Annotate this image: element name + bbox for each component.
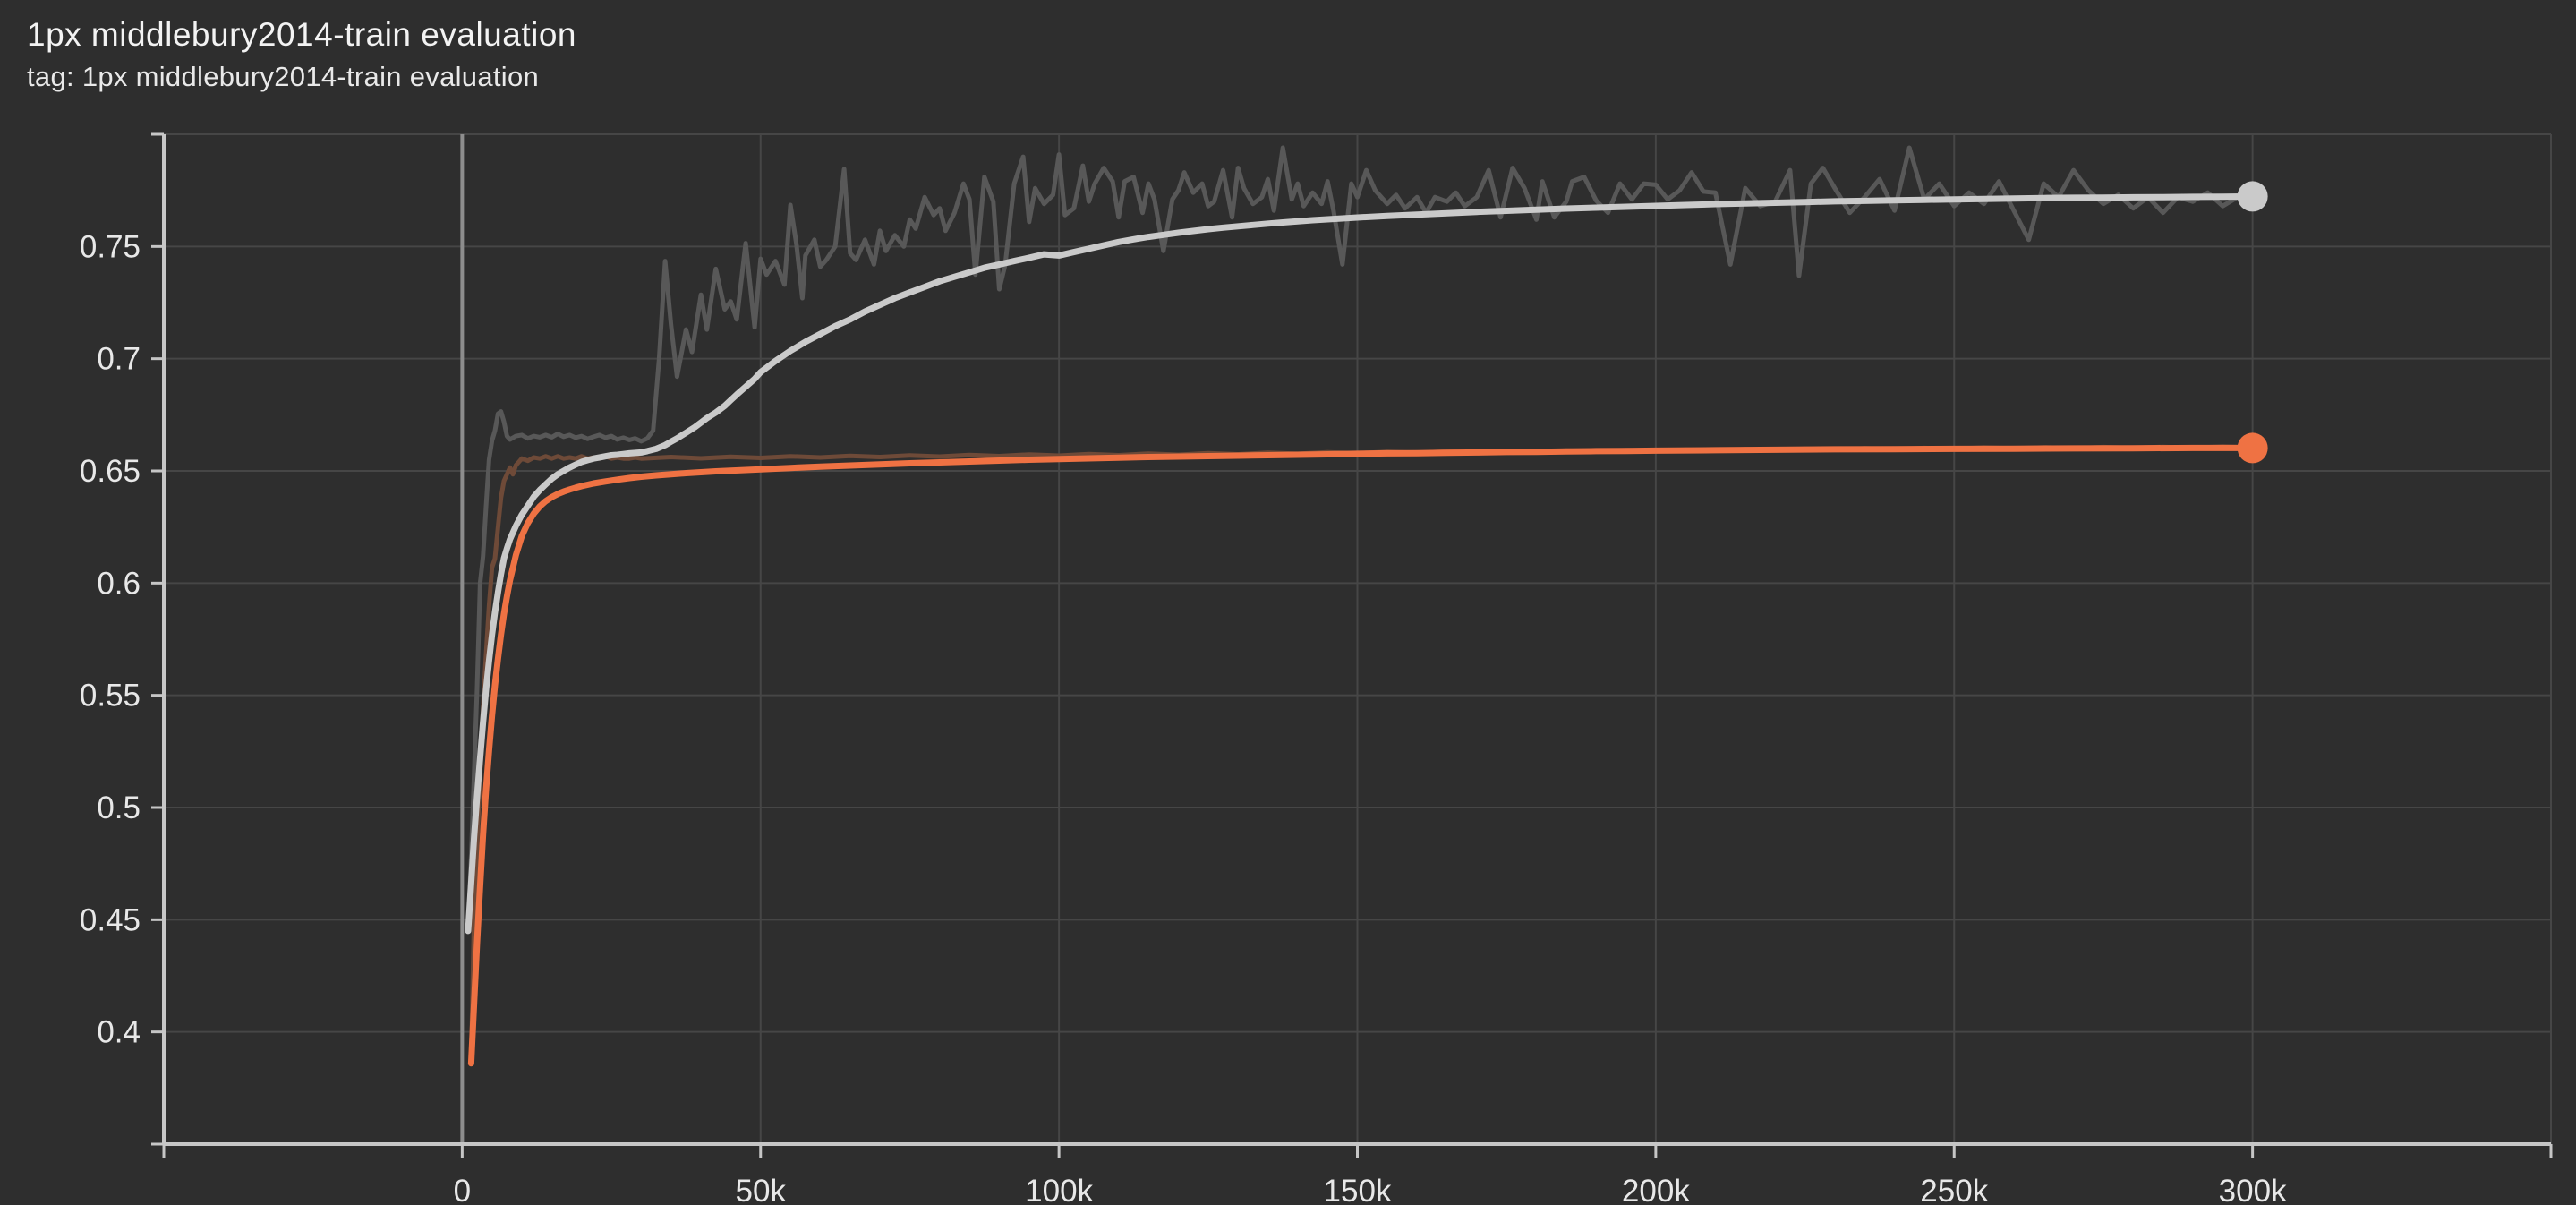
series-line-orange-run-unsmoothed [468, 444, 2256, 1066]
y-tick-label: 0.65 [80, 454, 141, 489]
series-line-light-run-smoothed [465, 192, 2256, 935]
chart-title: 1px middlebury2014-train evaluation [27, 16, 576, 53]
x-tick-label: 0 [454, 1174, 471, 1205]
y-tick-label: 0.45 [80, 902, 141, 937]
y-tick-label: 0.5 [97, 791, 141, 825]
y-tick-label: 0.55 [80, 679, 141, 714]
end-marker-light-run-smoothed [2237, 181, 2268, 212]
series-line-light-run-unsmoothed [465, 145, 2256, 934]
series-line-orange-run-smoothed [467, 444, 2256, 1067]
x-tick-label: 200k [1622, 1174, 1690, 1205]
x-tick-label: 150k [1324, 1174, 1392, 1205]
y-tick-label: 0.75 [80, 229, 141, 264]
end-marker-orange-run-smoothed [2237, 432, 2268, 464]
chart-tag-subtitle: tag: 1px middlebury2014-train evaluation [27, 61, 540, 92]
y-tick-label: 0.7 [97, 342, 141, 377]
y-tick-label: 0.6 [97, 566, 141, 601]
x-tick-label: 250k [1920, 1174, 1988, 1205]
x-tick-label: 300k [2219, 1174, 2287, 1205]
y-tick-label: 0.4 [97, 1015, 141, 1050]
x-tick-label: 50k [736, 1174, 787, 1205]
x-tick-label: 100k [1025, 1174, 1093, 1205]
